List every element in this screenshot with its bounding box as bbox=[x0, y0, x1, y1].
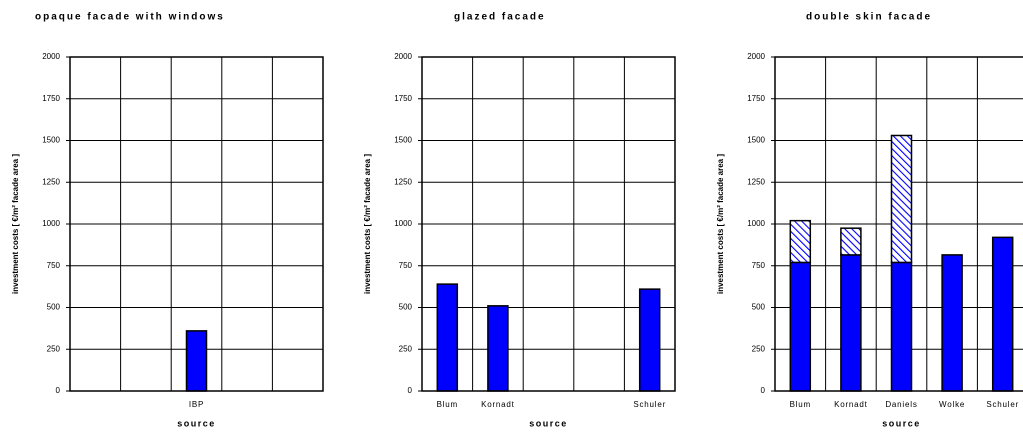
x-axis-label: source bbox=[529, 418, 568, 428]
chart-title: glazed facade bbox=[454, 12, 546, 23]
chart-title: double skin facade bbox=[806, 12, 932, 23]
x-axis-label: source bbox=[882, 418, 921, 428]
bar bbox=[890, 134, 913, 264]
y-tick-label: 2000 bbox=[42, 52, 60, 61]
y-tick-label: 750 bbox=[752, 261, 766, 270]
x-axis-label: source bbox=[177, 418, 216, 428]
y-tick-label: 1250 bbox=[394, 177, 412, 186]
y-tick-label: 1000 bbox=[42, 219, 60, 228]
y-tick-label: 1250 bbox=[42, 177, 60, 186]
y-tick-label: 0 bbox=[56, 386, 61, 395]
y-axis-label: investment costs [ €/m² facade area ] bbox=[716, 154, 725, 294]
y-tick-label: 1500 bbox=[394, 136, 412, 145]
x-tick-label: Blum bbox=[437, 400, 458, 409]
x-tick-label: Schuler bbox=[986, 400, 1019, 409]
y-tick-label: 1500 bbox=[747, 136, 765, 145]
y-tick-label: 1750 bbox=[747, 94, 765, 103]
y-tick-label: 1000 bbox=[394, 219, 412, 228]
y-tick-label: 0 bbox=[761, 386, 766, 395]
y-axis-label: investment costs [ €/m² facade area ] bbox=[11, 154, 20, 294]
x-tick-label: IBP bbox=[189, 400, 204, 409]
plot-frame bbox=[421, 56, 676, 392]
y-tick-label: 500 bbox=[399, 303, 413, 312]
y-tick-label: 250 bbox=[752, 344, 766, 353]
y-tick-label: 2000 bbox=[747, 52, 765, 61]
bar bbox=[638, 288, 661, 392]
bar bbox=[789, 219, 812, 264]
bar bbox=[840, 227, 862, 256]
y-tick-label: 1000 bbox=[747, 219, 765, 228]
x-tick-label: Kornadt bbox=[481, 400, 515, 409]
y-tick-label: 2000 bbox=[394, 52, 412, 61]
y-tick-label: 750 bbox=[399, 261, 413, 270]
y-tick-label: 1750 bbox=[42, 94, 60, 103]
bar bbox=[941, 254, 963, 392]
y-tick-label: 1750 bbox=[394, 94, 412, 103]
bar bbox=[789, 261, 812, 392]
plot-frame bbox=[69, 56, 324, 392]
x-tick-label: Schuler bbox=[633, 400, 666, 409]
bar bbox=[487, 305, 509, 392]
x-tick-label: Daniels bbox=[885, 400, 917, 409]
plot-frame bbox=[774, 56, 1023, 392]
y-tick-label: 1500 bbox=[42, 136, 60, 145]
y-tick-label: 1250 bbox=[747, 177, 765, 186]
bar bbox=[890, 261, 913, 392]
y-tick-label: 500 bbox=[752, 303, 766, 312]
x-tick-label: Wolke bbox=[939, 400, 965, 409]
chart-title: opaque facade with windows bbox=[35, 12, 225, 23]
x-tick-label: Kornadt bbox=[834, 400, 868, 409]
bar bbox=[840, 254, 862, 392]
x-tick-label: Blum bbox=[790, 400, 811, 409]
y-tick-label: 0 bbox=[408, 386, 413, 395]
bar bbox=[436, 283, 459, 392]
y-tick-label: 250 bbox=[399, 344, 413, 353]
y-axis-label: investment costs [ €/m² facade area ] bbox=[363, 154, 372, 294]
bar bbox=[185, 330, 208, 392]
y-tick-label: 750 bbox=[47, 261, 61, 270]
y-tick-label: 500 bbox=[47, 303, 61, 312]
bar bbox=[991, 236, 1014, 392]
y-tick-label: 250 bbox=[47, 344, 61, 353]
